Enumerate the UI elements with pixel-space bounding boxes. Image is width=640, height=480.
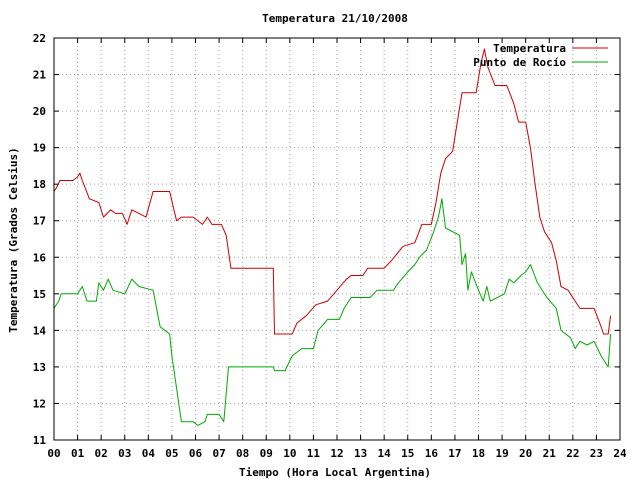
x-tick-label: 16 (425, 447, 439, 460)
x-tick-label: 13 (354, 447, 367, 460)
y-tick-label: 16 (33, 251, 47, 264)
x-tick-label: 11 (307, 447, 321, 460)
x-tick-label: 09 (260, 447, 273, 460)
y-tick-label: 13 (33, 361, 46, 374)
plot-frame (53, 37, 621, 441)
x-tick-label: 18 (472, 447, 485, 460)
x-tick-label: 00 (47, 447, 60, 460)
x-tick-label: 20 (519, 447, 532, 460)
x-axis-label: Tiempo (Hora Local Argentina) (239, 466, 431, 479)
x-tick-label: 24 (613, 447, 627, 460)
x-tick-label: 08 (236, 447, 249, 460)
x-tick-label: 14 (378, 447, 392, 460)
x-tick-label: 03 (118, 447, 131, 460)
x-tick-label: 02 (95, 447, 108, 460)
chart-title: Temperatura 21/10/2008 (262, 12, 408, 25)
x-tick-label: 07 (212, 447, 225, 460)
series-line-temperatura (53, 48, 612, 335)
y-tick-label: 17 (33, 215, 46, 228)
x-tick-label: 23 (590, 447, 603, 460)
y-tick-label: 22 (33, 32, 46, 45)
series-lines (53, 48, 612, 426)
y-tick-label: 21 (33, 69, 47, 82)
axes: 00 01 02 03 04 05 06 07 08 09 10 11 12 13 14 15 16 17 18 19… (33, 32, 627, 460)
y-tick-label: 11 (33, 434, 47, 447)
legend-label: Punto de Rocío (473, 56, 566, 69)
x-tick-label: 10 (283, 447, 296, 460)
x-tick-label: 06 (189, 447, 203, 460)
y-axis-label: Temperatura (Grados Celsius) (7, 147, 20, 332)
x-tick-label: 12 (330, 447, 343, 460)
x-tick-label: 15 (401, 447, 414, 460)
x-tick-label: 01 (71, 447, 85, 460)
y-tick-label: 18 (33, 178, 46, 191)
x-tick-label: 21 (543, 447, 557, 460)
x-tick-label: 19 (495, 447, 508, 460)
x-tick-label: 04 (142, 447, 156, 460)
y-tick-label: 15 (33, 288, 46, 301)
x-tick-label: 22 (566, 447, 579, 460)
y-tick-label: 19 (33, 142, 46, 155)
x-tick-label: 05 (165, 447, 178, 460)
x-tick-label: 17 (448, 447, 461, 460)
legend-label: Temperatura (493, 42, 566, 55)
y-tick-label: 12 (33, 397, 46, 410)
series-line-punto-de-rocio (53, 198, 612, 426)
y-tick-label: 14 (33, 324, 47, 337)
y-tick-label: 20 (33, 105, 46, 118)
